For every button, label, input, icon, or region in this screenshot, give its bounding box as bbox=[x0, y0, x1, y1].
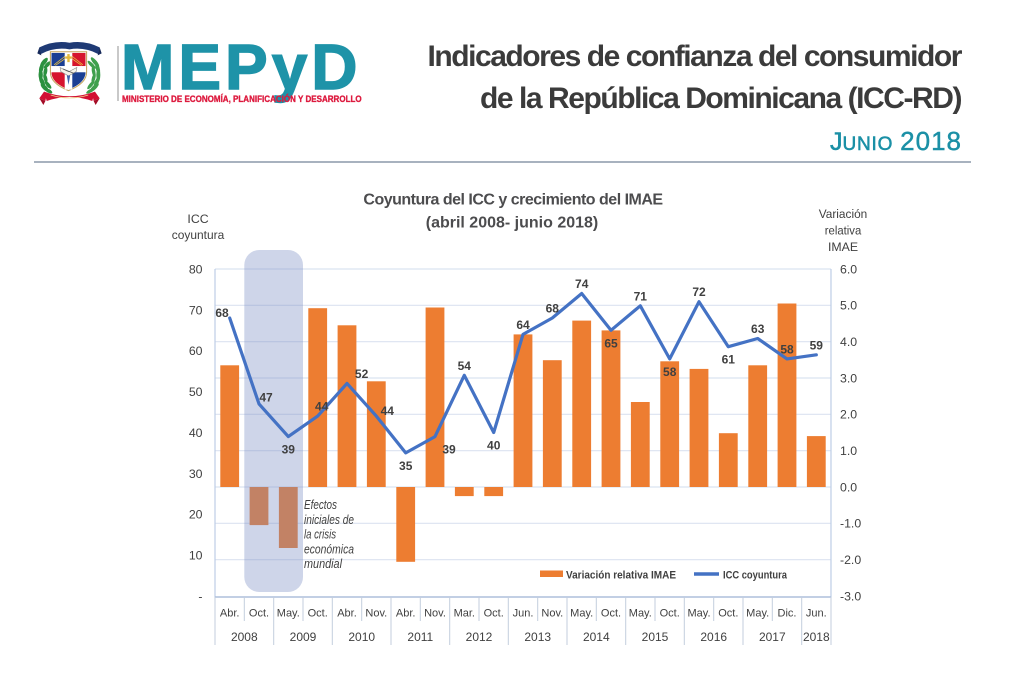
svg-text:Variación: Variación bbox=[819, 207, 868, 221]
svg-text:80: 80 bbox=[189, 262, 203, 276]
svg-text:44: 44 bbox=[381, 404, 395, 418]
svg-text:0.0: 0.0 bbox=[840, 480, 857, 494]
svg-text:1.0: 1.0 bbox=[840, 444, 857, 458]
svg-text:Oct.: Oct. bbox=[718, 608, 738, 620]
svg-text:58: 58 bbox=[780, 342, 794, 356]
svg-text:6.0: 6.0 bbox=[840, 262, 857, 276]
svg-text:39: 39 bbox=[442, 443, 456, 457]
svg-text:Oct.: Oct. bbox=[484, 608, 504, 620]
svg-text:Oct.: Oct. bbox=[308, 608, 328, 620]
svg-text:May.: May. bbox=[570, 608, 593, 620]
svg-text:Jun.: Jun. bbox=[513, 608, 534, 620]
svg-text:63: 63 bbox=[751, 322, 765, 336]
svg-text:ICC: ICC bbox=[187, 212, 208, 226]
svg-text:Variación relativa IMAE: Variación relativa IMAE bbox=[566, 570, 676, 582]
svg-text:4.0: 4.0 bbox=[840, 335, 857, 349]
svg-text:Nov.: Nov. bbox=[365, 608, 387, 620]
svg-text:5.0: 5.0 bbox=[840, 299, 857, 313]
svg-text:64: 64 bbox=[516, 318, 530, 332]
svg-text:Efectos: Efectos bbox=[304, 498, 337, 512]
svg-text:mundial: mundial bbox=[304, 557, 343, 571]
svg-text:52: 52 bbox=[355, 367, 369, 381]
svg-text:relativa: relativa bbox=[825, 224, 862, 238]
svg-text:58: 58 bbox=[663, 365, 677, 379]
svg-text:la crisis: la crisis bbox=[304, 528, 336, 542]
svg-text:(abril 2008- junio 2018): (abril 2008- junio 2018) bbox=[426, 215, 599, 232]
svg-text:68: 68 bbox=[546, 302, 560, 316]
svg-text:2017: 2017 bbox=[759, 630, 786, 644]
svg-text:2015: 2015 bbox=[642, 630, 669, 644]
svg-text:IMAE: IMAE bbox=[828, 240, 858, 254]
svg-text:65: 65 bbox=[604, 336, 618, 350]
svg-text:40: 40 bbox=[487, 439, 501, 453]
svg-text:Mar.: Mar. bbox=[454, 608, 475, 620]
svg-text:2018: 2018 bbox=[803, 630, 830, 644]
svg-text:ICC coyuntura: ICC coyuntura bbox=[723, 570, 788, 582]
svg-text:Oct.: Oct. bbox=[660, 608, 680, 620]
svg-text:68: 68 bbox=[215, 306, 229, 320]
svg-text:Abr.: Abr. bbox=[396, 608, 416, 620]
svg-text:2014: 2014 bbox=[583, 630, 610, 644]
svg-text:2010: 2010 bbox=[348, 630, 375, 644]
svg-text:10: 10 bbox=[189, 549, 203, 563]
svg-text:-1.0: -1.0 bbox=[840, 517, 861, 531]
svg-text:Nov.: Nov. bbox=[541, 608, 563, 620]
svg-text:Oct.: Oct. bbox=[249, 608, 269, 620]
svg-text:Abr.: Abr. bbox=[337, 608, 357, 620]
svg-text:20: 20 bbox=[189, 508, 203, 522]
svg-text:May.: May. bbox=[746, 608, 769, 620]
svg-text:Coyuntura del ICC y crecimient: Coyuntura del ICC y crecimiento del IMAE bbox=[363, 192, 663, 209]
svg-text:coyuntura: coyuntura bbox=[172, 228, 225, 242]
svg-text:Abr.: Abr. bbox=[220, 608, 240, 620]
svg-text:60: 60 bbox=[189, 344, 203, 358]
svg-text:54: 54 bbox=[458, 359, 472, 373]
svg-text:iniciales de: iniciales de bbox=[304, 513, 354, 527]
svg-text:35: 35 bbox=[399, 459, 413, 473]
svg-text:Jun.: Jun. bbox=[806, 608, 827, 620]
svg-text:40: 40 bbox=[189, 426, 203, 440]
svg-text:72: 72 bbox=[692, 285, 706, 299]
svg-text:61: 61 bbox=[722, 353, 736, 367]
svg-text:70: 70 bbox=[189, 303, 203, 317]
svg-text:74: 74 bbox=[575, 277, 589, 291]
svg-text:2012: 2012 bbox=[466, 630, 493, 644]
svg-text:39: 39 bbox=[282, 443, 296, 457]
svg-text:2008: 2008 bbox=[231, 630, 258, 644]
svg-text:2009: 2009 bbox=[290, 630, 317, 644]
svg-text:Nov.: Nov. bbox=[424, 608, 446, 620]
svg-text:2011: 2011 bbox=[407, 630, 433, 644]
svg-text:44: 44 bbox=[315, 400, 329, 414]
svg-text:3.0: 3.0 bbox=[840, 371, 857, 385]
svg-text:May.: May. bbox=[629, 608, 652, 620]
svg-text:2013: 2013 bbox=[524, 630, 551, 644]
svg-text:-: - bbox=[198, 589, 202, 603]
svg-text:2016: 2016 bbox=[700, 630, 727, 644]
svg-text:económica: económica bbox=[304, 542, 354, 556]
svg-text:Oct.: Oct. bbox=[601, 608, 621, 620]
svg-text:2.0: 2.0 bbox=[840, 408, 857, 422]
svg-text:50: 50 bbox=[189, 385, 203, 399]
svg-text:Dic.: Dic. bbox=[778, 608, 797, 620]
svg-text:71: 71 bbox=[634, 289, 648, 303]
svg-text:May.: May. bbox=[687, 608, 710, 620]
svg-text:30: 30 bbox=[189, 467, 203, 481]
svg-text:May.: May. bbox=[277, 608, 300, 620]
svg-text:-3.0: -3.0 bbox=[840, 589, 861, 603]
svg-text:-2.0: -2.0 bbox=[840, 553, 861, 567]
svg-text:47: 47 bbox=[259, 390, 273, 404]
svg-text:59: 59 bbox=[810, 338, 824, 352]
